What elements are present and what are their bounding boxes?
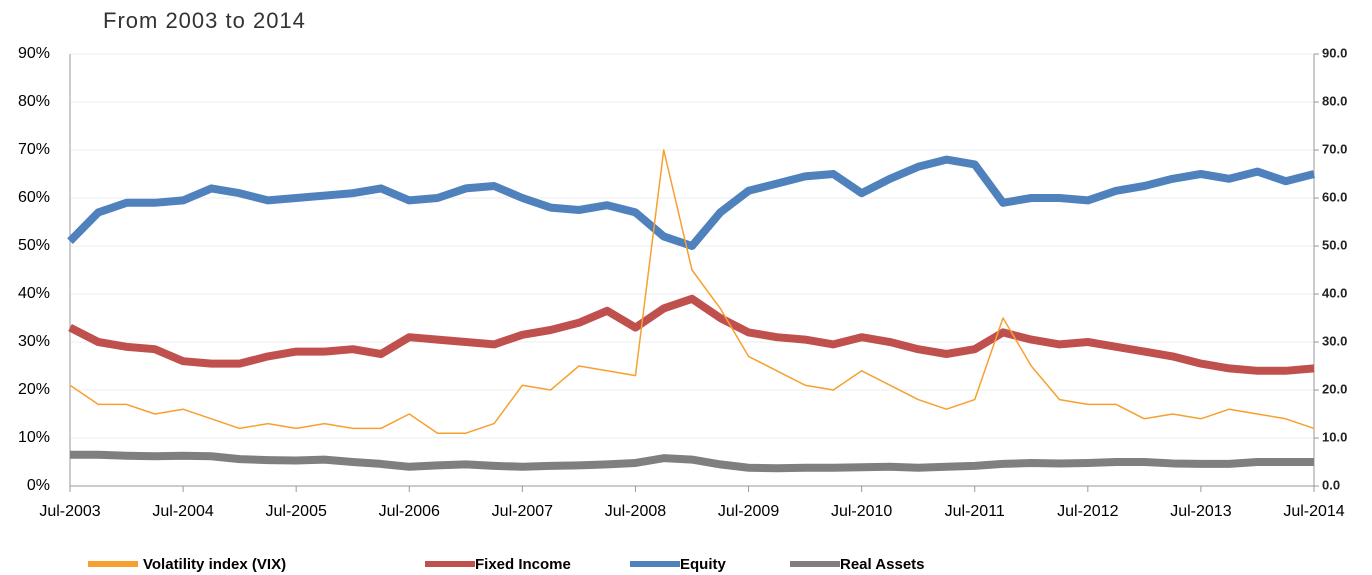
chart-title: From 2003 to 2014 — [103, 8, 306, 33]
y2-tick-label: 20.0 — [1322, 381, 1347, 396]
legend-label: Real Assets — [840, 556, 925, 573]
x-tick-label: Jul-2009 — [718, 503, 779, 520]
y-tick-label: 0% — [27, 477, 50, 494]
series-line — [70, 450, 1314, 473]
x-tick-label: Jul-2008 — [605, 503, 666, 520]
legend-label: Fixed Income — [475, 556, 571, 573]
series-line — [69, 149, 1315, 434]
y2-tick-label: 0.0 — [1322, 477, 1340, 492]
y2-tick-label: 60.0 — [1322, 189, 1347, 204]
y-tick-label: 40% — [18, 285, 50, 302]
series-line — [67, 155, 1315, 250]
y-tick-label: 70% — [18, 141, 50, 158]
y-tick-label: 30% — [18, 333, 50, 350]
series-line — [68, 294, 1315, 375]
legend-label: Equity — [680, 556, 726, 573]
y-tick-label: 50% — [18, 237, 50, 254]
x-tick-label: Jul-2007 — [492, 503, 553, 520]
x-tick-label: Jul-2010 — [831, 503, 892, 520]
y2-tick-label: 10.0 — [1322, 429, 1347, 444]
x-tick-label: Jul-2005 — [265, 503, 326, 520]
y-tick-label: 20% — [18, 381, 50, 398]
x-tick-label: Jul-2014 — [1283, 503, 1344, 520]
x-tick-label: Jul-2012 — [1057, 503, 1118, 520]
y-tick-label: 60% — [18, 189, 50, 206]
y2-tick-label: 70.0 — [1322, 141, 1347, 156]
x-tick-label: Jul-2013 — [1170, 503, 1231, 520]
y2-tick-label: 40.0 — [1322, 285, 1347, 300]
legend-label: Volatility index (VIX) — [143, 556, 286, 573]
y-tick-label: 80% — [18, 93, 50, 110]
y2-tick-label: 80.0 — [1322, 93, 1347, 108]
y-tick-label: 90% — [18, 45, 50, 62]
x-tick-label: Jul-2011 — [945, 503, 1005, 520]
y2-tick-label: 30.0 — [1322, 333, 1347, 348]
x-tick-label: Jul-2006 — [379, 503, 440, 520]
x-tick-label: Jul-2004 — [152, 503, 213, 520]
y-tick-label: 10% — [18, 429, 50, 446]
y2-tick-label: 50.0 — [1322, 237, 1347, 252]
x-tick-label: Jul-2003 — [39, 503, 100, 520]
y2-tick-label: 90.0 — [1322, 45, 1347, 60]
